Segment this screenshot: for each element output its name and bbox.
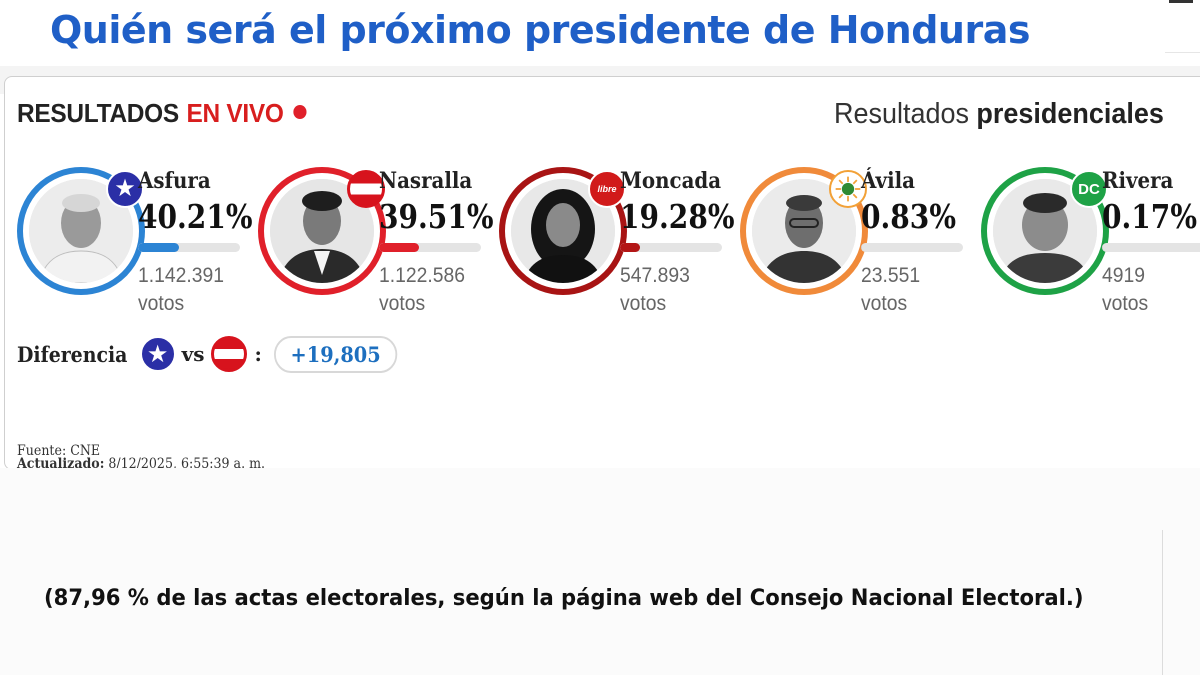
liberal-flag-icon (347, 170, 385, 208)
star-icon: ★ (106, 170, 144, 208)
candidate-card-nasralla[interactable]: Nasralla 39.51% 1.122.586 votos (258, 167, 498, 317)
candidate-name: Moncada (620, 168, 722, 194)
votes-label: votos (620, 292, 667, 315)
votes-label: votos (861, 292, 908, 315)
results-prefix: Resultados (834, 98, 969, 130)
vote-count: 4919 (1102, 264, 1145, 287)
lower-panel (0, 468, 1200, 675)
difference-value-badge: +19,805 (273, 335, 398, 373)
candidate-card-moncada[interactable]: libre Moncada 19.28% 547.893 votos (499, 167, 739, 317)
candidate-card-asfura[interactable]: ★ Asfura 40.21% 1.142.391 votos (17, 167, 257, 317)
vote-count: 1.142.391 (138, 264, 224, 287)
candidate-card-avila[interactable]: Ávila 0.83% 23.551 votos (740, 167, 980, 317)
progress-fill (138, 243, 179, 252)
person-photo-icon (993, 179, 1097, 283)
candidate-photo (993, 179, 1097, 283)
candidate-photo (752, 179, 856, 283)
candidate-percent: 40.21% (138, 197, 253, 236)
progress-fill (620, 243, 640, 252)
candidate-progress-bar (620, 243, 722, 252)
progress-fill (861, 243, 862, 252)
candidate-name: Rivera (1102, 168, 1174, 194)
vs-label: vs (181, 342, 205, 366)
candidate-progress-bar (861, 243, 963, 252)
libre-logo-icon: libre (588, 170, 626, 208)
source-value: CNE (70, 443, 101, 459)
candidate-card-rivera[interactable]: DC Rivera 0.17% 4919 votos (981, 167, 1200, 317)
candidate-votes: 547.893 votos (620, 262, 690, 318)
candidate-progress-bar (138, 243, 240, 252)
votes-label: votos (379, 292, 426, 315)
source-info: Fuente: CNE Actualizado: 8/12/2025, 6:55… (17, 443, 266, 472)
candidate-percent: 0.17% (1102, 197, 1197, 236)
candidate-name: Asfura (138, 168, 211, 194)
candidate-votes: 1.142.391 votos (138, 262, 224, 318)
liberal-flag-icon (210, 336, 247, 372)
difference-row: Diferencia ★ vs : +19,805 (17, 334, 408, 374)
candidate-name: Ávila (861, 168, 915, 194)
candidate-percent: 0.83% (861, 197, 956, 236)
candidate-percent: 19.28% (620, 197, 735, 236)
difference-label: Diferencia (17, 341, 128, 367)
live-label: EN VIVO (186, 98, 284, 128)
vote-count: 23.551 (861, 264, 921, 287)
headline: Quién será el próximo presidente de Hond… (50, 8, 1030, 52)
results-bold: presidenciales (976, 98, 1164, 130)
star-icon: ★ (139, 336, 176, 372)
live-prefix: RESULTADOS (17, 98, 179, 128)
live-dot-icon (293, 105, 307, 119)
votes-label: votos (138, 292, 185, 315)
live-results-title: RESULTADOS EN VIVO (17, 98, 307, 129)
candidate-votes: 4919 votos (1102, 262, 1148, 317)
votes-label: votos (1102, 292, 1149, 315)
updated-value: 8/12/2025, 6:55:39 a. m. (108, 456, 266, 472)
candidate-progress-bar (1102, 243, 1200, 252)
candidate-votes: 23.551 votos (861, 262, 920, 318)
vote-count: 547.893 (620, 264, 690, 287)
cropped-corner-element (1165, 0, 1200, 53)
candidate-name: Nasralla (379, 168, 473, 194)
vote-count: 1.122.586 (379, 264, 465, 287)
footnote: (87,96 % de las actas electorales, según… (44, 586, 1084, 611)
colon-separator: : (254, 342, 262, 366)
divider (1162, 530, 1163, 675)
source-label: Fuente: (17, 443, 67, 459)
presidential-results-title: Resultados presidenciales (834, 98, 1164, 131)
sun-icon (829, 170, 867, 208)
updated-label: Actualizado: (17, 456, 105, 472)
candidate-votes: 1.122.586 votos (379, 262, 465, 318)
candidate-progress-bar (379, 243, 481, 252)
dc-logo-icon: DC (1070, 170, 1108, 208)
candidate-percent: 39.51% (379, 197, 494, 236)
progress-fill (379, 243, 420, 252)
